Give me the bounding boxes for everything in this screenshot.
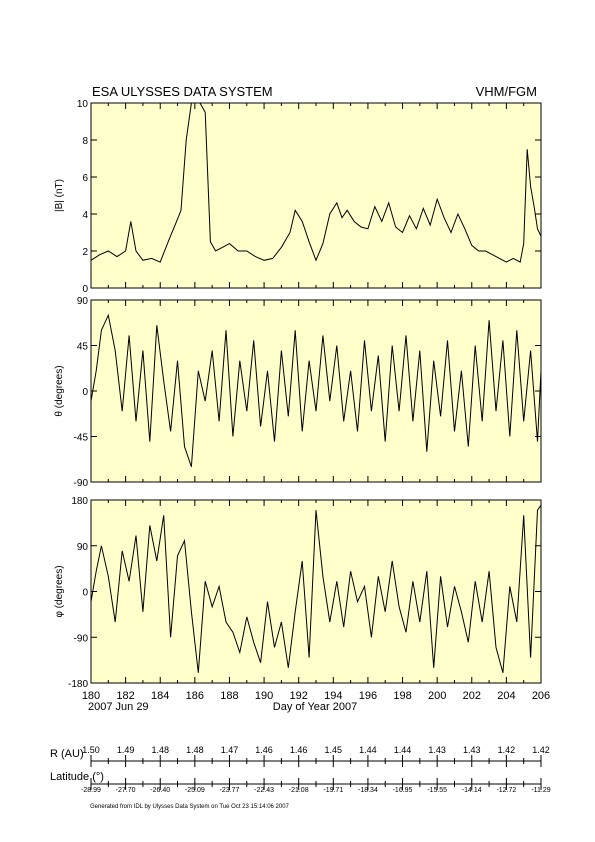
latitude-value: -18.34 bbox=[358, 787, 378, 794]
phi-y-tick-label: -90 bbox=[74, 633, 89, 644]
x-tick-label: 198 bbox=[393, 690, 411, 702]
x-tick-label: 186 bbox=[186, 690, 204, 702]
field-magnitude-y-tick-label: 0 bbox=[82, 284, 88, 295]
latitude-value: -14.14 bbox=[462, 787, 482, 794]
field-magnitude-series-line bbox=[90, 102, 542, 263]
latitude-value: -19.71 bbox=[323, 787, 343, 794]
latitude-value: -21.08 bbox=[289, 787, 309, 794]
latitude-value: -27.70 bbox=[116, 787, 136, 794]
x-axis-label: Day of Year 2007 bbox=[273, 701, 357, 713]
phi-series-line bbox=[90, 504, 542, 673]
r-au-value: 1.45 bbox=[325, 745, 343, 755]
latitude-value: -22.43 bbox=[254, 787, 274, 794]
phi-y-axis-label: φ (degrees) bbox=[54, 565, 65, 617]
r-au-value: 1.43 bbox=[463, 745, 481, 755]
theta-panel-bg bbox=[91, 300, 541, 482]
theta-y-tick-label: 90 bbox=[77, 296, 89, 307]
field-magnitude-y-tick-label: 10 bbox=[77, 99, 89, 110]
x-tick-label: 190 bbox=[255, 690, 273, 702]
x-tick-label: 180 bbox=[82, 690, 100, 702]
theta-y-tick-label: 45 bbox=[77, 342, 89, 353]
r-au-value: 1.48 bbox=[151, 745, 169, 755]
x-tick-label: 196 bbox=[359, 690, 377, 702]
latitude-value: -25.09 bbox=[185, 787, 205, 794]
theta-y-axis-label: θ (degrees) bbox=[54, 365, 65, 416]
x-tick-label: 182 bbox=[116, 690, 134, 702]
latitude-value: -11.29 bbox=[531, 787, 550, 794]
r-au-value: 1.49 bbox=[117, 745, 135, 755]
phi-y-tick-label: 0 bbox=[82, 588, 88, 599]
field-magnitude-y-axis-label: |B| (nT) bbox=[54, 179, 65, 212]
latitude-value: -12.72 bbox=[496, 787, 516, 794]
latitude-value: -28.99 bbox=[81, 787, 101, 794]
latitude-value: -16.95 bbox=[393, 787, 413, 794]
r-au-value: 1.44 bbox=[359, 745, 377, 755]
x-tick-label: 188 bbox=[220, 690, 238, 702]
latitude-value: -26.40 bbox=[150, 787, 170, 794]
r-au-value: 1.43 bbox=[428, 745, 446, 755]
theta-y-tick-label: -90 bbox=[74, 478, 89, 489]
phi-panel-bg bbox=[91, 500, 541, 683]
r-au-value: 1.46 bbox=[290, 745, 308, 755]
r-au-value: 1.44 bbox=[394, 745, 412, 755]
x-tick-label: 206 bbox=[532, 690, 550, 702]
field-magnitude-y-tick-label: 2 bbox=[82, 247, 88, 258]
x-tick-label: 194 bbox=[324, 690, 342, 702]
theta-y-tick-label: 0 bbox=[82, 387, 88, 398]
r-au-value: 1.47 bbox=[221, 745, 239, 755]
field-magnitude-y-tick-label: 8 bbox=[82, 136, 88, 147]
theta-y-tick-label: -45 bbox=[74, 433, 89, 444]
r-au-value: 1.50 bbox=[82, 745, 100, 755]
field-magnitude-y-tick-label: 6 bbox=[82, 173, 88, 184]
phi-y-tick-label: -180 bbox=[68, 679, 88, 690]
x-tick-label: 204 bbox=[497, 690, 515, 702]
field-magnitude-y-tick-label: 4 bbox=[82, 210, 88, 221]
system-title: ESA ULYSSES DATA SYSTEM bbox=[92, 84, 273, 99]
theta-series-line bbox=[90, 313, 542, 467]
x-tick-label: 200 bbox=[428, 690, 446, 702]
x-tick-label: 192 bbox=[290, 690, 308, 702]
latitude-value: -15.55 bbox=[427, 787, 447, 794]
x-tick-label: 184 bbox=[151, 690, 169, 702]
generated-footer: Generated from IDL by Ulysses Data Syste… bbox=[90, 804, 290, 810]
r-au-label: R (AU) bbox=[50, 748, 84, 760]
r-au-value: 1.42 bbox=[498, 745, 516, 755]
latitude-value: -23.77 bbox=[220, 787, 240, 794]
r-au-value: 1.48 bbox=[186, 745, 204, 755]
field-magnitude-panel-bg bbox=[91, 103, 541, 288]
r-au-value: 1.42 bbox=[532, 745, 550, 755]
x-tick-label: 202 bbox=[463, 690, 481, 702]
phi-y-tick-label: 180 bbox=[71, 496, 88, 507]
latitude-label: Latitude (°) bbox=[50, 771, 104, 783]
r-au-value: 1.46 bbox=[255, 745, 273, 755]
phi-y-tick-label: 90 bbox=[77, 542, 89, 553]
date-label: 2007 Jun 29 bbox=[88, 701, 149, 713]
instrument-title: VHM/FGM bbox=[476, 84, 537, 99]
